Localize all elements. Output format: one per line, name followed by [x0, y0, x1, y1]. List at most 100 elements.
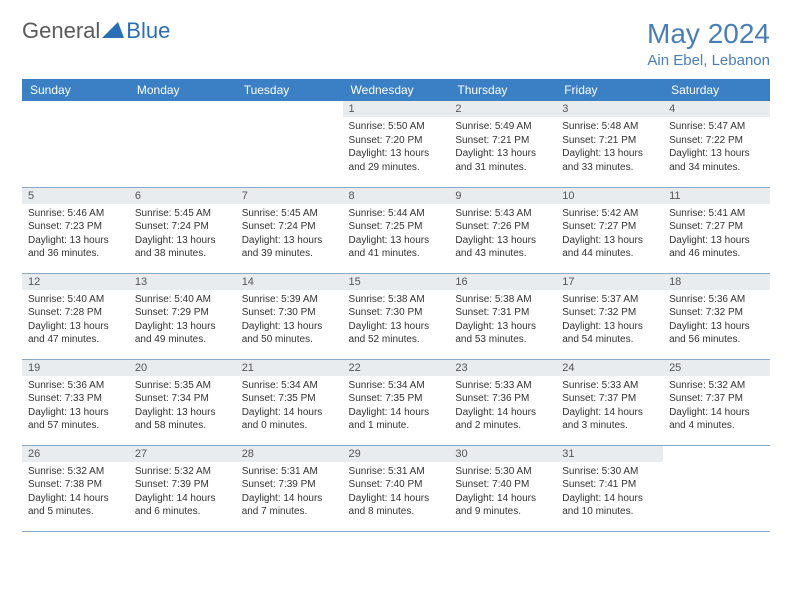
- calendar-week-row: 26Sunrise: 5:32 AMSunset: 7:38 PMDayligh…: [22, 445, 770, 531]
- day-detail: Sunrise: 5:38 AMSunset: 7:31 PMDaylight:…: [449, 290, 556, 350]
- calendar-day-cell: 18Sunrise: 5:36 AMSunset: 7:32 PMDayligh…: [663, 273, 770, 359]
- calendar-day-cell: [22, 101, 129, 187]
- day-number: 18: [663, 274, 770, 290]
- logo-text-blue: Blue: [126, 18, 170, 44]
- day-detail: Sunrise: 5:46 AMSunset: 7:23 PMDaylight:…: [22, 204, 129, 264]
- day-detail: Sunrise: 5:38 AMSunset: 7:30 PMDaylight:…: [343, 290, 450, 350]
- day-detail: Sunrise: 5:40 AMSunset: 7:29 PMDaylight:…: [129, 290, 236, 350]
- day-number: 7: [236, 188, 343, 204]
- calendar-day-cell: 11Sunrise: 5:41 AMSunset: 7:27 PMDayligh…: [663, 187, 770, 273]
- day-number: 19: [22, 360, 129, 376]
- day-number: 15: [343, 274, 450, 290]
- calendar-week-row: 5Sunrise: 5:46 AMSunset: 7:23 PMDaylight…: [22, 187, 770, 273]
- day-detail: Sunrise: 5:36 AMSunset: 7:33 PMDaylight:…: [22, 376, 129, 436]
- calendar-day-cell: 22Sunrise: 5:34 AMSunset: 7:35 PMDayligh…: [343, 359, 450, 445]
- day-number: 21: [236, 360, 343, 376]
- calendar-table: Sunday Monday Tuesday Wednesday Thursday…: [22, 79, 770, 532]
- calendar-day-cell: [236, 101, 343, 187]
- day-number: 4: [663, 101, 770, 117]
- calendar-body: 1Sunrise: 5:50 AMSunset: 7:20 PMDaylight…: [22, 101, 770, 531]
- calendar-day-cell: 2Sunrise: 5:49 AMSunset: 7:21 PMDaylight…: [449, 101, 556, 187]
- day-detail: Sunrise: 5:32 AMSunset: 7:37 PMDaylight:…: [663, 376, 770, 436]
- calendar-day-cell: 15Sunrise: 5:38 AMSunset: 7:30 PMDayligh…: [343, 273, 450, 359]
- calendar-day-cell: 30Sunrise: 5:30 AMSunset: 7:40 PMDayligh…: [449, 445, 556, 531]
- day-number: 22: [343, 360, 450, 376]
- weekday-sat: Saturday: [663, 79, 770, 101]
- day-number: 30: [449, 446, 556, 462]
- day-detail: Sunrise: 5:45 AMSunset: 7:24 PMDaylight:…: [129, 204, 236, 264]
- calendar-day-cell: [663, 445, 770, 531]
- day-number: 31: [556, 446, 663, 462]
- day-detail: Sunrise: 5:48 AMSunset: 7:21 PMDaylight:…: [556, 117, 663, 177]
- calendar-day-cell: 21Sunrise: 5:34 AMSunset: 7:35 PMDayligh…: [236, 359, 343, 445]
- calendar-day-cell: 23Sunrise: 5:33 AMSunset: 7:36 PMDayligh…: [449, 359, 556, 445]
- calendar-day-cell: 29Sunrise: 5:31 AMSunset: 7:40 PMDayligh…: [343, 445, 450, 531]
- calendar-day-cell: 27Sunrise: 5:32 AMSunset: 7:39 PMDayligh…: [129, 445, 236, 531]
- calendar-day-cell: 7Sunrise: 5:45 AMSunset: 7:24 PMDaylight…: [236, 187, 343, 273]
- calendar-day-cell: 3Sunrise: 5:48 AMSunset: 7:21 PMDaylight…: [556, 101, 663, 187]
- day-detail: Sunrise: 5:36 AMSunset: 7:32 PMDaylight:…: [663, 290, 770, 350]
- calendar-day-cell: 13Sunrise: 5:40 AMSunset: 7:29 PMDayligh…: [129, 273, 236, 359]
- day-number: 10: [556, 188, 663, 204]
- day-number: 6: [129, 188, 236, 204]
- day-number: 29: [343, 446, 450, 462]
- logo-text-general: General: [22, 18, 100, 44]
- calendar-day-cell: [129, 101, 236, 187]
- day-number: 28: [236, 446, 343, 462]
- calendar-day-cell: 9Sunrise: 5:43 AMSunset: 7:26 PMDaylight…: [449, 187, 556, 273]
- calendar-week-row: 1Sunrise: 5:50 AMSunset: 7:20 PMDaylight…: [22, 101, 770, 187]
- weekday-thu: Thursday: [449, 79, 556, 101]
- calendar-day-cell: 25Sunrise: 5:32 AMSunset: 7:37 PMDayligh…: [663, 359, 770, 445]
- calendar-day-cell: 10Sunrise: 5:42 AMSunset: 7:27 PMDayligh…: [556, 187, 663, 273]
- month-title: May 2024: [647, 18, 770, 50]
- day-detail: Sunrise: 5:33 AMSunset: 7:36 PMDaylight:…: [449, 376, 556, 436]
- day-detail: Sunrise: 5:43 AMSunset: 7:26 PMDaylight:…: [449, 204, 556, 264]
- day-number: 26: [22, 446, 129, 462]
- page-header: General Blue May 2024 Ain Ebel, Lebanon: [22, 18, 770, 69]
- logo-triangle-icon: [102, 18, 124, 44]
- day-detail: Sunrise: 5:50 AMSunset: 7:20 PMDaylight:…: [343, 117, 450, 177]
- day-detail: Sunrise: 5:41 AMSunset: 7:27 PMDaylight:…: [663, 204, 770, 264]
- day-detail: Sunrise: 5:31 AMSunset: 7:40 PMDaylight:…: [343, 462, 450, 522]
- calendar-day-cell: 1Sunrise: 5:50 AMSunset: 7:20 PMDaylight…: [343, 101, 450, 187]
- calendar-day-cell: 16Sunrise: 5:38 AMSunset: 7:31 PMDayligh…: [449, 273, 556, 359]
- day-number: 17: [556, 274, 663, 290]
- day-number: 27: [129, 446, 236, 462]
- day-detail: Sunrise: 5:32 AMSunset: 7:39 PMDaylight:…: [129, 462, 236, 522]
- calendar-day-cell: 17Sunrise: 5:37 AMSunset: 7:32 PMDayligh…: [556, 273, 663, 359]
- day-detail: Sunrise: 5:32 AMSunset: 7:38 PMDaylight:…: [22, 462, 129, 522]
- logo: General Blue: [22, 18, 170, 44]
- calendar-day-cell: 26Sunrise: 5:32 AMSunset: 7:38 PMDayligh…: [22, 445, 129, 531]
- day-detail: Sunrise: 5:33 AMSunset: 7:37 PMDaylight:…: [556, 376, 663, 436]
- day-detail: Sunrise: 5:39 AMSunset: 7:30 PMDaylight:…: [236, 290, 343, 350]
- day-number: 24: [556, 360, 663, 376]
- title-block: May 2024 Ain Ebel, Lebanon: [647, 18, 770, 69]
- day-detail: Sunrise: 5:40 AMSunset: 7:28 PMDaylight:…: [22, 290, 129, 350]
- calendar-day-cell: 31Sunrise: 5:30 AMSunset: 7:41 PMDayligh…: [556, 445, 663, 531]
- day-number: 5: [22, 188, 129, 204]
- calendar-day-cell: 8Sunrise: 5:44 AMSunset: 7:25 PMDaylight…: [343, 187, 450, 273]
- calendar-day-cell: 12Sunrise: 5:40 AMSunset: 7:28 PMDayligh…: [22, 273, 129, 359]
- calendar-day-cell: 20Sunrise: 5:35 AMSunset: 7:34 PMDayligh…: [129, 359, 236, 445]
- day-detail: Sunrise: 5:34 AMSunset: 7:35 PMDaylight:…: [343, 376, 450, 436]
- weekday-mon: Monday: [129, 79, 236, 101]
- day-number: 13: [129, 274, 236, 290]
- weekday-wed: Wednesday: [343, 79, 450, 101]
- day-detail: Sunrise: 5:49 AMSunset: 7:21 PMDaylight:…: [449, 117, 556, 177]
- day-number: 11: [663, 188, 770, 204]
- day-number: 16: [449, 274, 556, 290]
- day-number: 9: [449, 188, 556, 204]
- day-detail: Sunrise: 5:47 AMSunset: 7:22 PMDaylight:…: [663, 117, 770, 177]
- calendar-day-cell: 14Sunrise: 5:39 AMSunset: 7:30 PMDayligh…: [236, 273, 343, 359]
- weekday-header-row: Sunday Monday Tuesday Wednesday Thursday…: [22, 79, 770, 101]
- weekday-sun: Sunday: [22, 79, 129, 101]
- day-number: 14: [236, 274, 343, 290]
- calendar-day-cell: 24Sunrise: 5:33 AMSunset: 7:37 PMDayligh…: [556, 359, 663, 445]
- calendar-day-cell: 4Sunrise: 5:47 AMSunset: 7:22 PMDaylight…: [663, 101, 770, 187]
- day-detail: Sunrise: 5:34 AMSunset: 7:35 PMDaylight:…: [236, 376, 343, 436]
- day-number: 8: [343, 188, 450, 204]
- day-detail: Sunrise: 5:30 AMSunset: 7:40 PMDaylight:…: [449, 462, 556, 522]
- day-detail: Sunrise: 5:37 AMSunset: 7:32 PMDaylight:…: [556, 290, 663, 350]
- calendar-day-cell: 19Sunrise: 5:36 AMSunset: 7:33 PMDayligh…: [22, 359, 129, 445]
- day-number: 25: [663, 360, 770, 376]
